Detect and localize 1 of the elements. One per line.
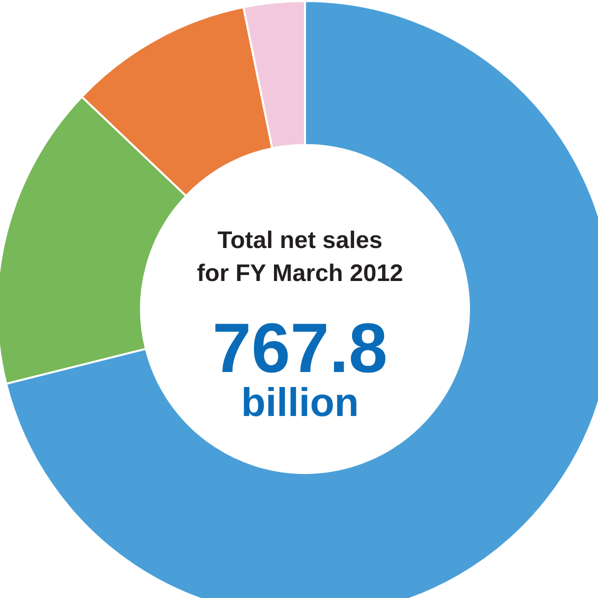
- text: Total net sales for FY March 2012: [196, 227, 404, 287]
